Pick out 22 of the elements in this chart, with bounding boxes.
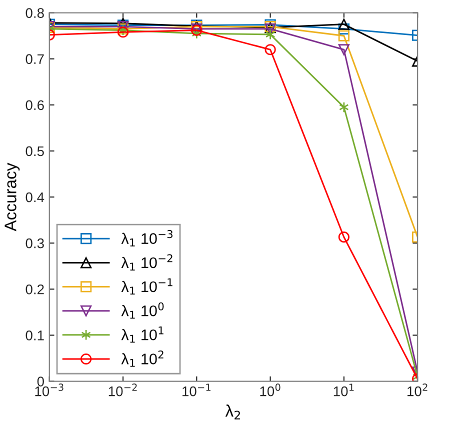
legend-label: λ$_{1}$ 10$^{0}$	[121, 302, 164, 319]
legend-label: λ$_{1}$ 10$^{−3}$	[121, 230, 172, 246]
legend-label: λ$_{1}$ 10$^{−2}$	[121, 254, 172, 270]
y-tick-label: 0.1	[26, 330, 44, 340]
x-tick-label: 10$^{2}$	[408, 384, 428, 396]
y-tick-label: 0.6	[26, 100, 44, 110]
y-tick-label: 0.2	[26, 284, 44, 294]
x-tick-label: 10$^{−2}$	[108, 384, 137, 396]
y-tick-label: 0.3	[26, 238, 44, 248]
legend-label: λ$_{1}$ 10$^{2}$	[121, 350, 164, 367]
y-tick-label: 0.4	[26, 192, 44, 202]
x-tick-label: 10$^{−1}$	[182, 384, 210, 396]
y-tick-label: 0	[37, 376, 44, 386]
y-axis-title: Accuracy	[4, 162, 20, 232]
y-tick-label: 0.8	[26, 8, 44, 18]
y-tick-label: 0.7	[26, 54, 44, 64]
x-axis-title: λ$_{2}$	[225, 404, 240, 420]
x-tick-label: 10$^{1}$	[334, 384, 354, 396]
legend-label: λ$_{1}$ 10$^{−1}$	[121, 278, 172, 294]
y-tick-label: 0.5	[26, 146, 44, 156]
x-tick-label: 10$^{0}$	[260, 384, 280, 396]
legend-label: λ$_{1}$ 10$^{1}$	[121, 326, 164, 343]
